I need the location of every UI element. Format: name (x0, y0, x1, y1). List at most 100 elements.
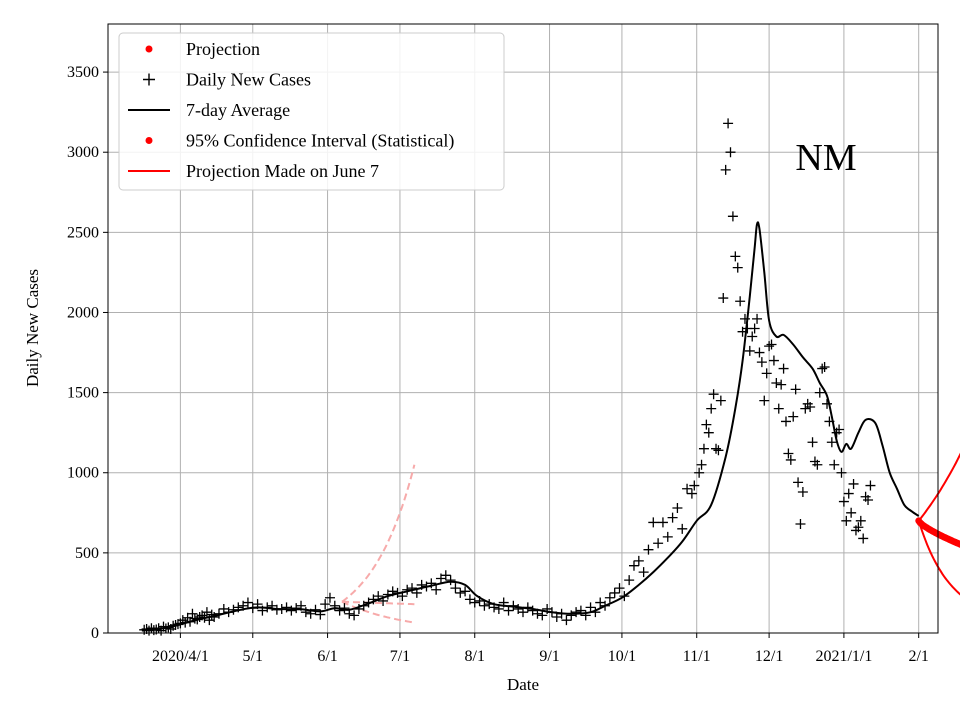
legend-label: Projection Made on June 7 (186, 161, 379, 181)
x-tick-label: 6/1 (317, 648, 337, 665)
y-tick-label: 3000 (67, 144, 99, 161)
daily-case-marker (571, 607, 582, 618)
daily-case-marker (853, 522, 864, 533)
daily-case-marker (855, 515, 866, 526)
daily-case-marker (754, 347, 765, 358)
legend-label: Daily New Cases (186, 70, 311, 90)
daily-case-marker (771, 377, 782, 388)
daily-case-marker (778, 363, 789, 374)
daily-case-marker (805, 402, 816, 413)
ci-upper-bound-line (917, 452, 960, 522)
daily-case-marker (703, 427, 714, 438)
daily-case-marker (814, 387, 825, 398)
daily-case-marker (747, 331, 758, 342)
daily-case-marker (744, 345, 755, 356)
x-tick-label: 11/1 (683, 648, 711, 665)
daily-case-marker (696, 459, 707, 470)
daily-case-marker (156, 625, 167, 636)
daily-case-marker (807, 437, 818, 448)
seven-day-average-series (141, 221, 920, 632)
daily-case-marker (334, 605, 345, 616)
daily-case-marker (686, 488, 697, 499)
daily-case-marker (819, 361, 830, 372)
daily-case-marker (672, 502, 683, 513)
y-tick-label: 2500 (67, 224, 99, 241)
legend-entry-avg: 7-day Average (128, 100, 290, 120)
daily-case-marker (657, 517, 668, 528)
legend-label: Projection (186, 39, 260, 59)
daily-case-marker (677, 523, 688, 534)
legend-entry-projection: Projection (145, 39, 260, 59)
legend-entry-ci: 95% Confidence Interval (Statistical) (145, 131, 454, 152)
x-tick-label: 7/1 (390, 648, 410, 665)
daily-case-marker (708, 389, 719, 400)
daily-case-marker (614, 583, 625, 594)
legend-label: 7-day Average (186, 100, 290, 120)
daily-case-marker (624, 575, 635, 586)
daily-case-marker (727, 211, 738, 222)
daily-case-marker (609, 587, 620, 598)
y-tick-label: 3500 (67, 64, 99, 81)
daily-case-marker (662, 531, 673, 542)
legend-box (118, 32, 505, 191)
daily-case-marker (469, 597, 480, 608)
daily-case-marker (829, 459, 840, 470)
daily-case-marker (730, 251, 741, 262)
daily-case-marker (858, 533, 869, 544)
daily-case-marker (766, 339, 777, 350)
daily-case-marker (479, 600, 490, 611)
daily-case-marker (201, 607, 212, 618)
daily-case-marker (643, 544, 654, 555)
axis-ticks: 0 500 1000 1500 2000 2500 3000 3500 2020/4/1 5/1 6… (67, 64, 929, 665)
daily-case-marker (445, 575, 456, 586)
daily-case-marker (756, 357, 767, 368)
daily-case-marker (735, 296, 746, 307)
x-tick-label: 5/1 (243, 648, 263, 665)
y-tick-label: 1500 (67, 385, 99, 402)
daily-case-marker (604, 592, 615, 603)
daily-case-marker (561, 615, 572, 626)
ci-lower-bound-line (917, 520, 960, 596)
daily-case-marker (761, 368, 772, 379)
june7-upper-bound-line (341, 464, 416, 603)
june7-projection-series (341, 464, 416, 624)
daily-case-marker (460, 586, 471, 597)
daily-case-marker (793, 477, 804, 488)
daily-case-marker (682, 483, 693, 494)
legend-label: 95% Confidence Interval (Statistical) (186, 131, 454, 152)
daily-case-marker (431, 584, 442, 595)
x-axis-label: Date (507, 675, 539, 694)
daily-case-marker (752, 313, 763, 324)
daily-case-marker (407, 583, 418, 594)
legend-entry-june7: Projection Made on June 7 (128, 161, 379, 181)
daily-case-marker (846, 507, 857, 518)
daily-case-marker (653, 538, 664, 549)
daily-case-marker (834, 424, 845, 435)
daily-case-marker (797, 486, 808, 497)
daily-case-marker (518, 607, 528, 618)
daily-case-marker (836, 467, 847, 478)
daily-case-marker (759, 395, 770, 406)
june7-lower-bound-line (341, 600, 415, 624)
y-tick-label: 0 (91, 625, 99, 642)
daily-case-marker (838, 496, 849, 507)
legend: Projection Daily New Cases 7-day Average 95… (118, 32, 505, 191)
daily-case-marker (706, 403, 717, 414)
daily-case-marker (790, 384, 801, 395)
daily-case-marker (812, 459, 823, 470)
daily-case-marker (667, 512, 678, 523)
daily-case-marker (848, 478, 859, 489)
daily-case-marker (633, 555, 644, 566)
daily-case-marker (723, 118, 734, 129)
daily-case-marker (206, 609, 217, 620)
daily-case-marker (187, 608, 198, 619)
x-tick-label: 12/1 (755, 648, 783, 665)
daily-case-marker (780, 416, 791, 427)
daily-case-marker (638, 567, 649, 578)
daily-case-marker (843, 488, 854, 499)
daily-case-marker (648, 517, 659, 528)
daily-case-marker (817, 363, 828, 374)
june7-central-line (341, 600, 415, 606)
legend-plus-icon (143, 73, 155, 86)
